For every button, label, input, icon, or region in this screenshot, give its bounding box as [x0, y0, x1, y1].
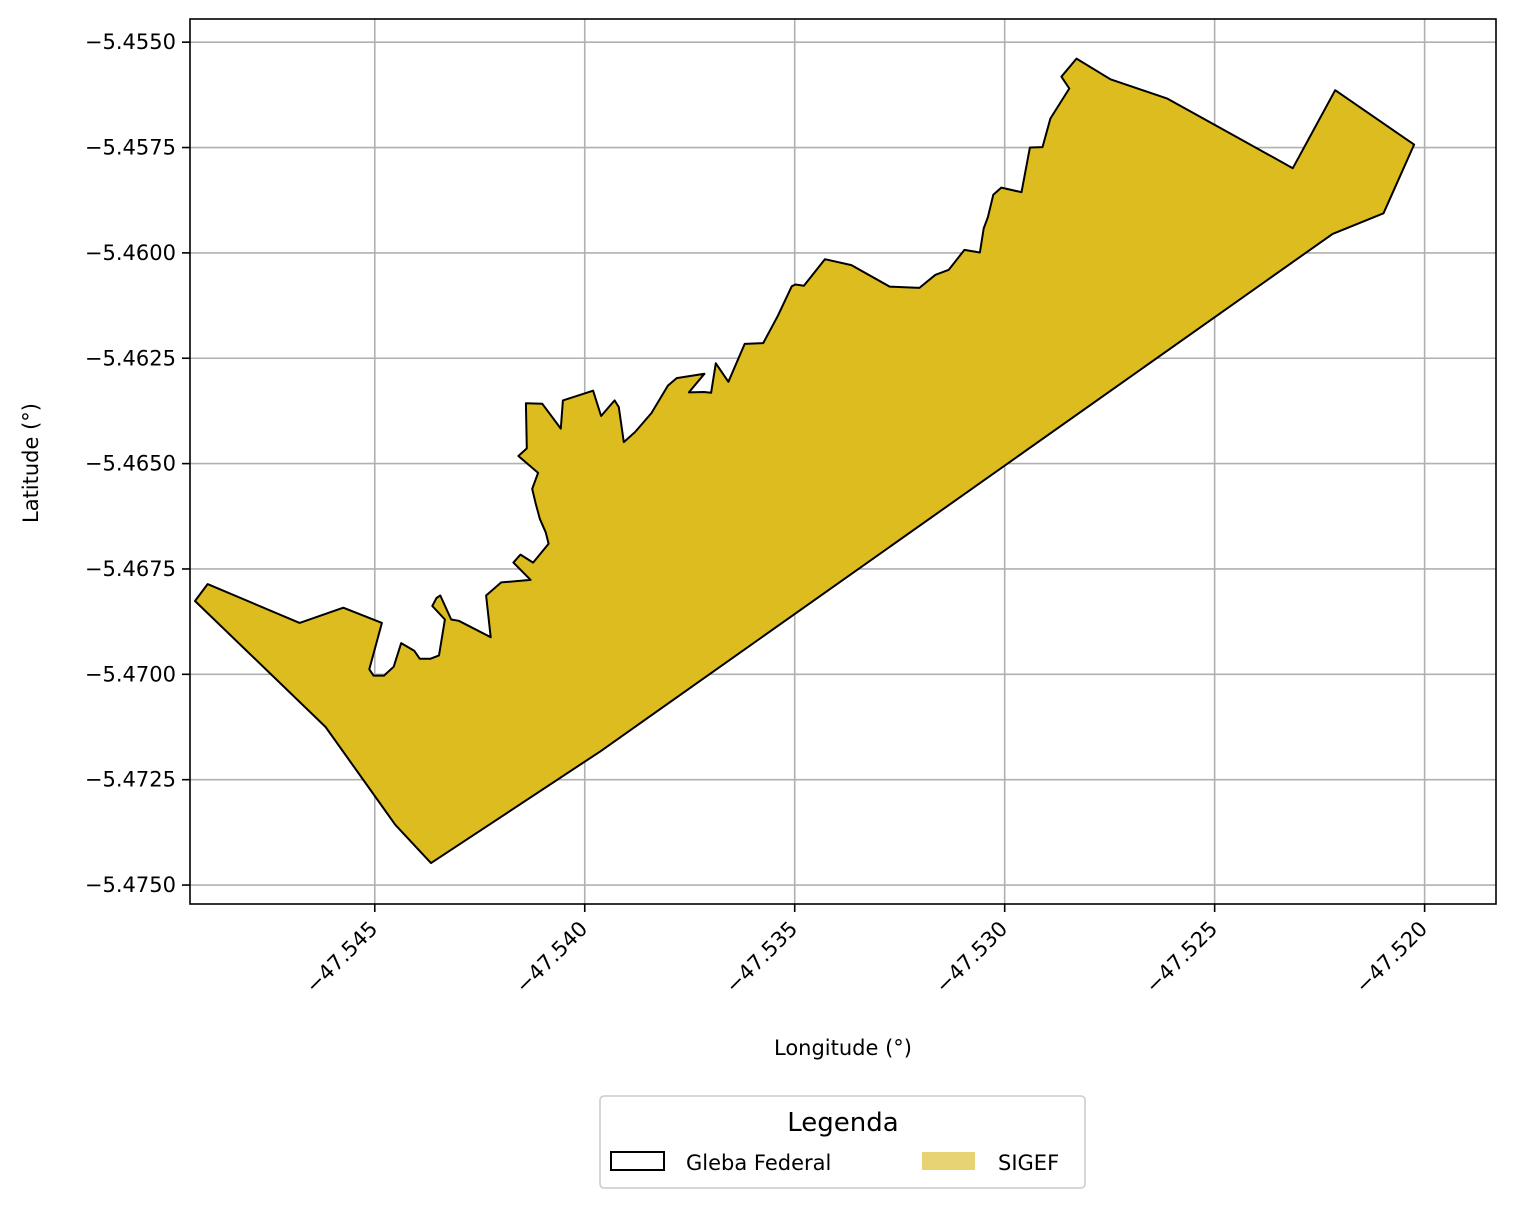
y-tick-label: −5.4650 [85, 452, 176, 476]
x-tick-label: −47.535 [721, 917, 802, 998]
y-tick-label: −5.4750 [85, 873, 176, 897]
gleba-federal-polygon [194, 57, 1416, 865]
legend-swatch-gleba [610, 1151, 665, 1171]
y-tick-label: −5.4600 [85, 241, 176, 265]
x-axis-title: Longitude (°) [774, 1036, 912, 1060]
x-tick-label: −47.530 [931, 917, 1012, 998]
x-tick-label: −47.540 [511, 917, 592, 998]
y-axis-title: Latitude (°) [19, 403, 43, 523]
legend-label-sigef: SIGEF [998, 1151, 1059, 1175]
x-tick-label: −47.525 [1141, 917, 1222, 998]
y-tick-label: −5.4575 [85, 136, 176, 160]
y-tick-label: −5.4725 [85, 768, 176, 792]
plot-frame [189, 18, 1497, 905]
y-tick-label: −5.4550 [85, 30, 176, 54]
x-tick-label: −47.545 [301, 917, 382, 998]
grid-lines [190, 19, 1496, 904]
legend-title: Legenda [787, 1108, 898, 1138]
legend: Legenda Gleba Federal SIGEF [599, 1095, 1086, 1189]
y-tick-label: −5.4700 [85, 662, 176, 686]
legend-label-gleba: Gleba Federal [686, 1151, 831, 1175]
x-tick-label: −47.520 [1351, 917, 1432, 998]
legend-swatch-sigef [922, 1152, 975, 1170]
y-tick-label: −5.4675 [85, 557, 176, 581]
polygon-layer [194, 57, 1416, 865]
y-tick-label: −5.4625 [85, 346, 176, 370]
